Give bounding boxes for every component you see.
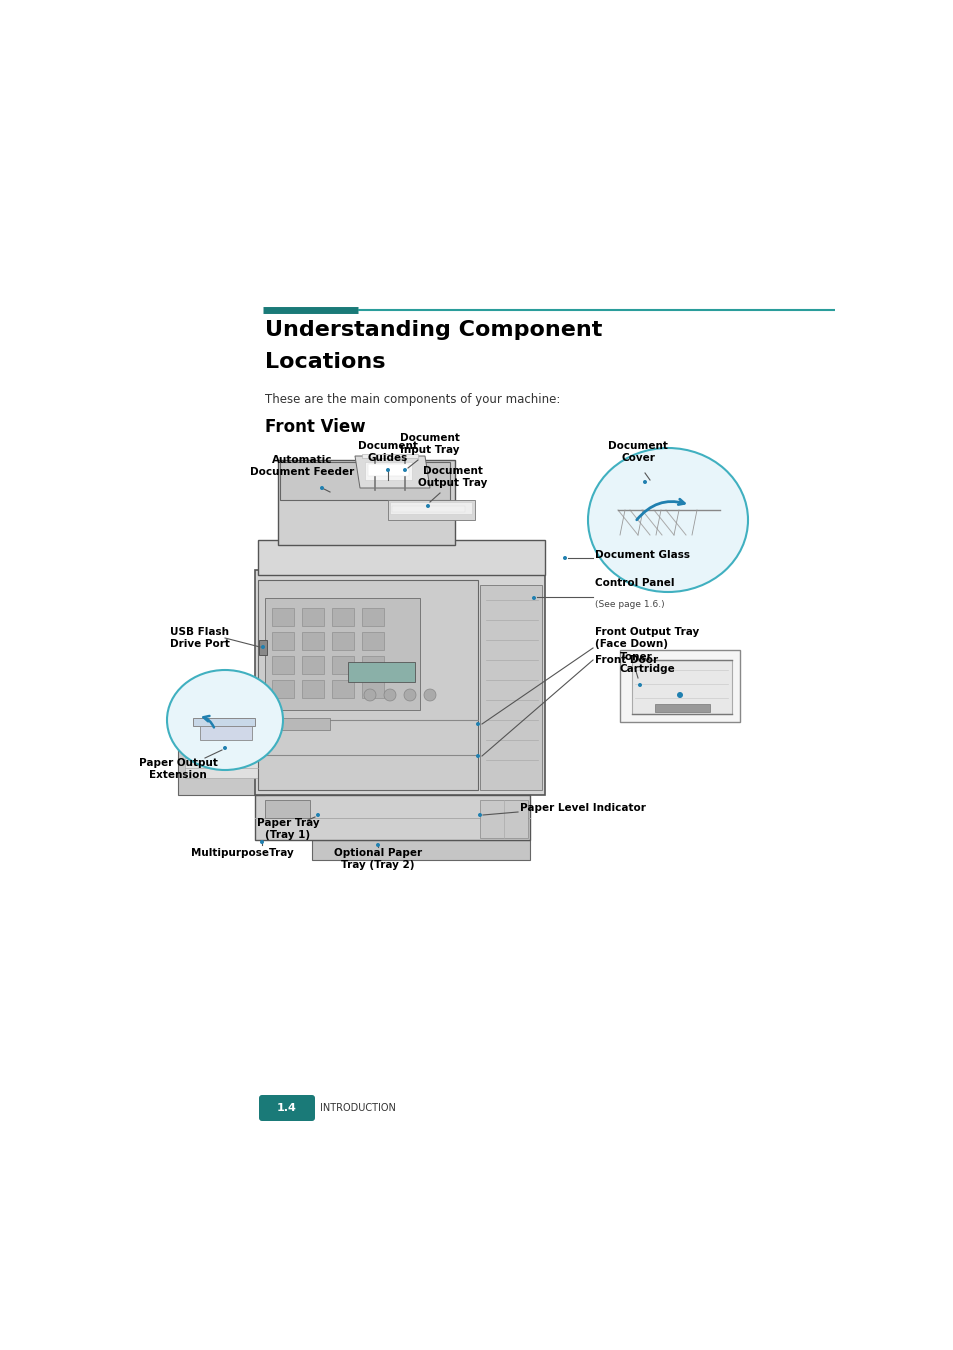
Polygon shape xyxy=(178,751,265,795)
Circle shape xyxy=(386,468,390,472)
Polygon shape xyxy=(388,500,475,520)
Text: Document Glass: Document Glass xyxy=(595,549,689,560)
Polygon shape xyxy=(200,726,252,740)
Text: Document
Output Tray: Document Output Tray xyxy=(417,466,487,487)
Polygon shape xyxy=(257,540,544,575)
Polygon shape xyxy=(260,718,330,730)
Text: Document
Input Tray: Document Input Tray xyxy=(399,433,459,455)
Text: Understanding Component: Understanding Component xyxy=(265,320,601,340)
Text: Document
Cover: Document Cover xyxy=(607,441,667,463)
Text: Paper Level Indicator: Paper Level Indicator xyxy=(519,803,645,813)
Text: Control Panel: Control Panel xyxy=(595,578,674,589)
Polygon shape xyxy=(365,462,412,481)
Polygon shape xyxy=(254,795,530,840)
Text: USB Flash
Drive Port: USB Flash Drive Port xyxy=(170,628,230,649)
Text: INTRODUCTION: INTRODUCTION xyxy=(319,1103,395,1112)
Circle shape xyxy=(315,813,319,817)
Circle shape xyxy=(477,813,481,817)
Polygon shape xyxy=(302,608,324,626)
Text: Paper Tray
(Tray 1): Paper Tray (Tray 1) xyxy=(256,818,319,840)
Polygon shape xyxy=(277,460,455,545)
Polygon shape xyxy=(265,598,419,710)
Ellipse shape xyxy=(167,670,283,770)
Polygon shape xyxy=(258,640,267,655)
Text: These are the main components of your machine:: These are the main components of your ma… xyxy=(265,393,559,406)
Circle shape xyxy=(402,468,407,472)
Circle shape xyxy=(677,693,682,698)
Polygon shape xyxy=(257,580,477,790)
Polygon shape xyxy=(254,570,544,795)
Polygon shape xyxy=(312,840,530,860)
Text: Front Output Tray
(Face Down): Front Output Tray (Face Down) xyxy=(595,628,699,649)
Polygon shape xyxy=(332,608,354,626)
Circle shape xyxy=(562,556,566,560)
Text: Paper Output
Extension: Paper Output Extension xyxy=(138,757,217,779)
Circle shape xyxy=(364,688,375,701)
Polygon shape xyxy=(361,454,417,458)
Circle shape xyxy=(403,688,416,701)
Polygon shape xyxy=(332,656,354,674)
Polygon shape xyxy=(355,456,430,487)
Polygon shape xyxy=(265,801,310,818)
Bar xyxy=(619,649,740,722)
Text: Optional Paper
Tray (Tray 2): Optional Paper Tray (Tray 2) xyxy=(334,848,421,869)
Circle shape xyxy=(476,722,479,726)
Polygon shape xyxy=(272,680,294,698)
Polygon shape xyxy=(280,462,450,500)
Polygon shape xyxy=(272,632,294,649)
Polygon shape xyxy=(193,718,254,726)
Circle shape xyxy=(476,755,479,757)
Text: Locations: Locations xyxy=(265,352,385,373)
Polygon shape xyxy=(348,662,415,682)
Polygon shape xyxy=(302,632,324,649)
Polygon shape xyxy=(655,703,709,711)
Circle shape xyxy=(642,481,646,485)
Polygon shape xyxy=(272,608,294,626)
Circle shape xyxy=(375,842,379,846)
Polygon shape xyxy=(392,506,464,512)
Polygon shape xyxy=(302,656,324,674)
Polygon shape xyxy=(185,757,257,778)
Text: MultipurposeTray: MultipurposeTray xyxy=(191,848,294,859)
Polygon shape xyxy=(361,608,384,626)
FancyBboxPatch shape xyxy=(258,1095,314,1120)
Text: Toner
Cartridge: Toner Cartridge xyxy=(619,652,675,674)
Polygon shape xyxy=(479,801,527,838)
Circle shape xyxy=(384,688,395,701)
Polygon shape xyxy=(361,680,384,698)
Circle shape xyxy=(426,504,430,508)
Polygon shape xyxy=(361,632,384,649)
Text: (See page 1.6.): (See page 1.6.) xyxy=(595,599,664,609)
Polygon shape xyxy=(631,660,731,714)
Polygon shape xyxy=(302,680,324,698)
Circle shape xyxy=(532,595,536,599)
Circle shape xyxy=(223,747,227,751)
Polygon shape xyxy=(368,464,409,477)
Text: Automatic
Document Feeder: Automatic Document Feeder xyxy=(250,455,354,477)
Polygon shape xyxy=(272,656,294,674)
Polygon shape xyxy=(390,502,472,514)
Text: Document
Guides: Document Guides xyxy=(357,441,417,463)
Polygon shape xyxy=(479,585,541,790)
Circle shape xyxy=(423,688,436,701)
Circle shape xyxy=(638,683,641,687)
Polygon shape xyxy=(332,632,354,649)
Polygon shape xyxy=(361,656,384,674)
Text: 1.4: 1.4 xyxy=(276,1103,296,1112)
Text: Front View: Front View xyxy=(265,418,365,436)
Circle shape xyxy=(319,486,324,490)
Text: Front Door: Front Door xyxy=(595,655,658,666)
Ellipse shape xyxy=(587,448,747,593)
Circle shape xyxy=(260,840,264,844)
Circle shape xyxy=(261,645,265,649)
Polygon shape xyxy=(332,680,354,698)
